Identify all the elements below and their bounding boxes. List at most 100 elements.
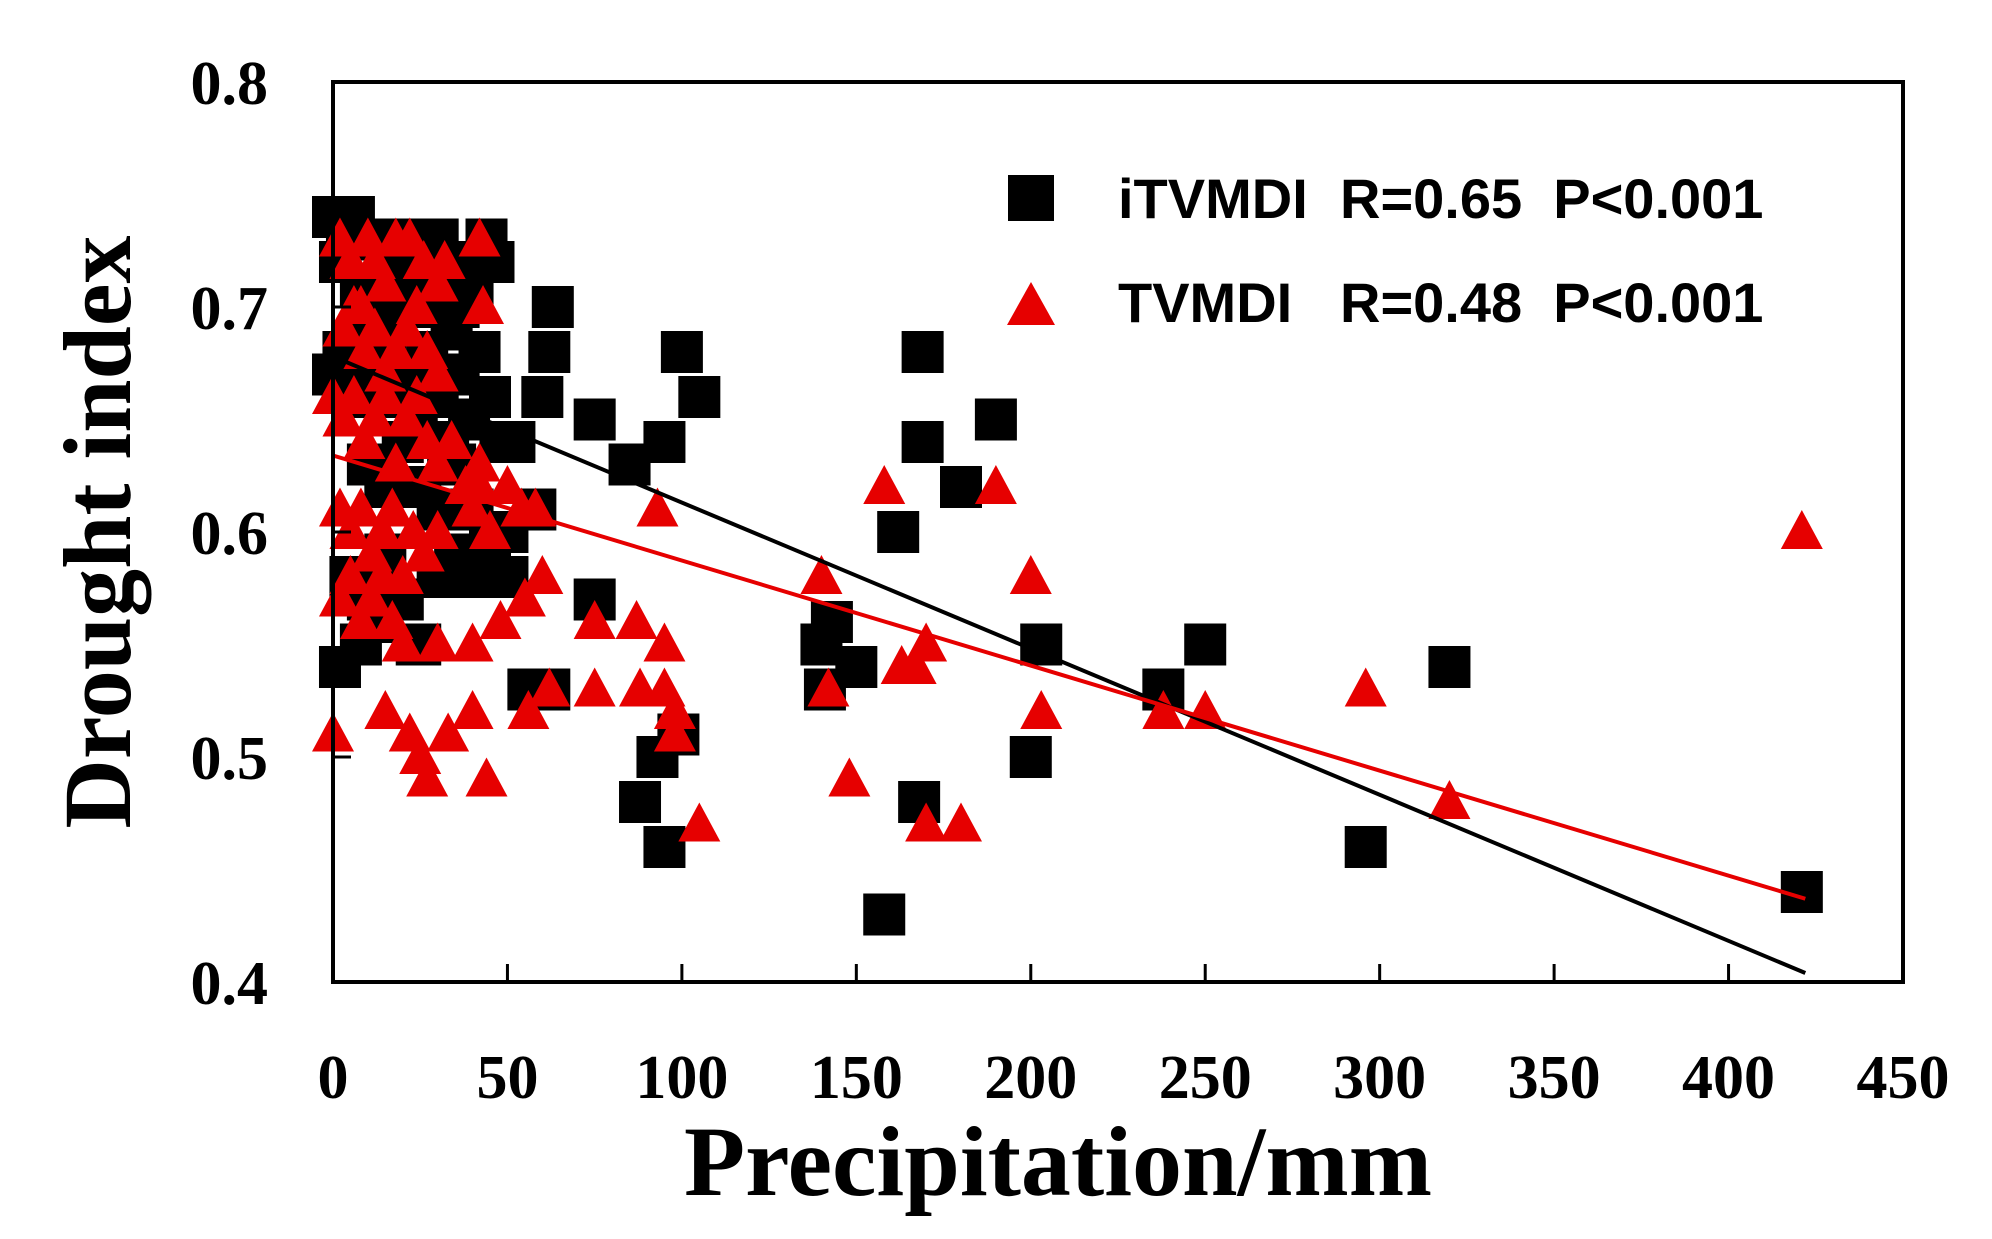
itvmdi-point-76 — [643, 421, 686, 463]
tvmdi-point-26 — [343, 420, 386, 459]
itvmdi-point-37 — [458, 331, 501, 373]
tvmdi-point-84 — [678, 802, 721, 842]
tvmdi-point-15 — [353, 307, 396, 347]
tvmdi-point-13 — [332, 285, 375, 324]
tvmdi-point-14 — [343, 330, 386, 369]
tvmdi-point-66 — [364, 690, 407, 729]
tvmdi-point-19 — [395, 285, 438, 324]
itvmdi-point-38 — [469, 376, 511, 418]
itvmdi-point-75 — [643, 826, 686, 868]
tvmdi-point-22 — [462, 285, 505, 324]
tvmdi-point-42 — [371, 487, 414, 527]
legend-marker-tvmdi — [1007, 282, 1055, 325]
tvmdi-point-63 — [503, 577, 546, 617]
tvmdi-point-92 — [905, 802, 948, 842]
tvmdi-point-93 — [940, 802, 982, 842]
y-tick-label-3: 0.7 — [191, 275, 269, 343]
tvmdi-point-10 — [423, 240, 466, 279]
x-tick-label-5: 250 — [1159, 1044, 1252, 1112]
tvmdi-point-55 — [339, 600, 382, 639]
tvmdi-point-75 — [573, 667, 616, 707]
y-tick-label-4: 0.8 — [191, 50, 269, 118]
y-tick-label-0: 0.4 — [191, 950, 269, 1018]
legend-label-tvmdi: TVMDI — [1118, 271, 1292, 334]
itvmdi-point-90 — [974, 398, 1017, 441]
tvmdi-point-57 — [360, 555, 403, 594]
tvmdi-point-54 — [329, 555, 372, 594]
legend: iTVMDI R=0.65 P<0.001 TVMDI R=0.48 P<0.0… — [1007, 167, 1763, 334]
y-tick-label-2: 0.6 — [191, 500, 269, 568]
tvmdi-point-49 — [469, 510, 511, 549]
tvmdi-point-90 — [894, 645, 937, 684]
x-tick-label-9: 450 — [1857, 1044, 1950, 1112]
tvmdi-point-91 — [905, 622, 948, 662]
itvmdi-point-66 — [528, 331, 571, 373]
tvmdi-point-88 — [863, 465, 906, 504]
x-axis-title: Precipitation/mm — [684, 1106, 1432, 1217]
itvmdi-point-67 — [531, 286, 574, 328]
x-tick-label-1: 50 — [476, 1044, 538, 1112]
trendlines — [332, 354, 1807, 975]
tvmdi-point-100 — [1428, 780, 1471, 819]
tvmdi-point-17 — [374, 330, 417, 369]
tvmdi-point-72 — [465, 757, 508, 797]
tvmdi-point-85 — [800, 555, 843, 594]
x-tick-label-0: 0 — [318, 1044, 349, 1112]
itvmdi-point-83 — [835, 646, 878, 688]
tvmdi-point-18 — [385, 307, 428, 347]
x-tick-label-4: 200 — [984, 1044, 1077, 1112]
tvmdi-point-74 — [528, 667, 571, 707]
axis-tick-labels: 0 50 100 150 200 250 300 350 400 450 0.4 0.5 0.6 0.7 0… — [191, 50, 1950, 1112]
x-tick-label-3: 150 — [810, 1044, 903, 1112]
tvmdi-point-5 — [364, 262, 407, 302]
y-axis-title: Drought index — [44, 235, 151, 828]
tvmdi-point-31 — [395, 375, 438, 414]
tvmdi-point-39 — [339, 487, 382, 527]
tvmdi-point-87 — [828, 757, 871, 797]
x-tick-label-2: 100 — [635, 1044, 728, 1112]
tvmdi-point-80 — [643, 622, 686, 662]
itvmdi-point-71 — [573, 398, 616, 441]
tvmdi-point-77 — [615, 600, 658, 639]
legend-marker-itvmdi — [1008, 175, 1054, 221]
legend-label-itvmdi: iTVMDI — [1118, 167, 1308, 230]
tvmdi-point-99 — [1344, 667, 1387, 707]
itvmdi-point-79 — [678, 376, 721, 418]
itvmdi-point-87 — [901, 331, 944, 373]
itvmdi-point-78 — [660, 331, 703, 373]
tvmdi-point-59 — [381, 622, 424, 662]
tvmdi-point-61 — [451, 622, 494, 662]
tvmdi-point-76 — [573, 600, 616, 639]
tvmdi-point-30 — [385, 397, 428, 437]
tvmdi-point-83 — [653, 712, 696, 752]
legend-stats-itvmdi: R=0.65 P<0.001 — [1340, 167, 1763, 230]
tvmdi-point-86 — [807, 667, 850, 707]
tvmdi-point-47 — [451, 487, 494, 527]
tvmdi-trendline — [332, 453, 1806, 901]
itvmdi-point-88 — [901, 421, 944, 463]
itvmdi-point-94 — [1184, 623, 1227, 666]
tvmdi-point-96 — [1020, 690, 1063, 729]
tvmdi-point-73 — [507, 690, 550, 729]
tvmdi-point-11 — [458, 217, 501, 257]
tvmdi-point-9 — [416, 262, 459, 302]
tvmdi-point-71 — [451, 690, 494, 729]
itvmdi-point-96 — [1428, 646, 1471, 688]
itvmdi-point-89 — [940, 466, 982, 508]
tvmdi-point-79 — [636, 487, 679, 527]
x-tick-label-6: 300 — [1333, 1044, 1426, 1112]
tvmdi-point-69 — [406, 757, 449, 797]
tvmdi-point-41 — [360, 510, 403, 549]
tvmdi-point-36 — [458, 442, 501, 482]
tvmdi-point-62 — [479, 600, 522, 639]
tvmdi-point-53 — [318, 577, 361, 617]
tvmdi-point-33 — [416, 442, 459, 482]
tvmdi-point-95 — [1009, 555, 1052, 594]
tvmdi-point-28 — [364, 375, 407, 414]
tvmdi-point-48 — [458, 465, 501, 504]
tvmdi-point-38 — [329, 510, 372, 549]
data-marks — [312, 196, 1823, 936]
tvmdi-point-45 — [402, 532, 445, 572]
tvmdi-point-21 — [416, 352, 459, 392]
